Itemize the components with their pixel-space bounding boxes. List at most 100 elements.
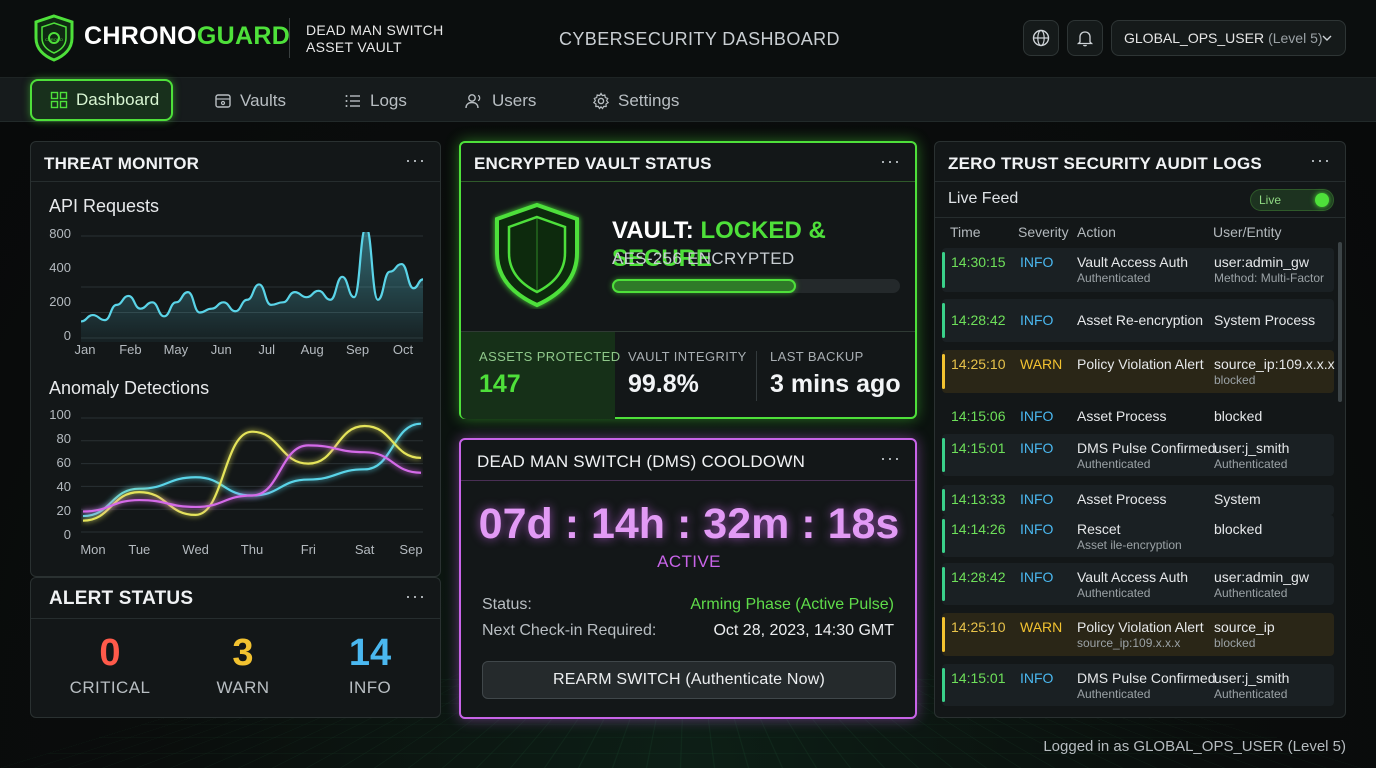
- header-divider: [289, 18, 290, 58]
- dms-checkin-label: Next Check-in Required:: [482, 622, 657, 639]
- language-button[interactable]: [1023, 20, 1059, 56]
- globe-icon: [1032, 29, 1050, 47]
- log-action-detail: Authenticated: [1077, 586, 1151, 600]
- stat-backup: LAST BACKUP 3 mins ago: [770, 349, 901, 435]
- col-action[interactable]: Action: [1077, 224, 1116, 240]
- live-toggle-label: Live: [1259, 193, 1282, 207]
- vault-status-title: ENCRYPTED VAULT STATUS: [474, 154, 712, 173]
- log-time: 14:25:10: [951, 619, 1006, 635]
- log-user: user:admin_gw: [1214, 254, 1309, 270]
- log-row-severity-bar: [942, 617, 945, 652]
- anomaly-ytick-100: 100: [49, 407, 71, 422]
- nav-logs[interactable]: Logs: [344, 83, 407, 119]
- log-time: 14:15:01: [951, 440, 1006, 456]
- audit-logs-title: ZERO TRUST SECURITY AUDIT LOGS: [948, 154, 1262, 173]
- vault-status-prefix: VAULT:: [612, 217, 701, 244]
- log-action-detail: Authenticated: [1077, 457, 1151, 471]
- vault-progress-track: [612, 279, 900, 293]
- log-time: 14:15:06: [951, 408, 1006, 424]
- nav-dashboard[interactable]: Dashboard: [30, 79, 174, 121]
- log-row[interactable]: 14:15:01 INFO DMS Pulse Confirmed user:j_sm…: [942, 434, 1334, 476]
- dms-menu-button[interactable]: ···: [880, 448, 901, 468]
- dms-status-value: Arming Phase (Active Pulse): [690, 596, 894, 613]
- nav-vaults[interactable]: Vaults: [214, 83, 286, 119]
- warn-count: 3: [232, 632, 254, 674]
- log-severity: INFO: [1020, 312, 1054, 328]
- log-row[interactable]: 14:30:15 INFO Vault Access Auth user:admin_…: [942, 248, 1334, 292]
- log-row[interactable]: 14:15:06 INFO Asset Process blocked: [942, 404, 1334, 430]
- log-row[interactable]: 14:25:10 WARN Policy Violation Alert source…: [942, 350, 1335, 393]
- critical-count: 0: [99, 632, 121, 674]
- stat-assets: ASSETS PROTECTED 147: [479, 349, 620, 435]
- assets-highlight: [461, 332, 615, 419]
- api-area-fill: [81, 232, 423, 342]
- log-time: 14:15:01: [951, 670, 1006, 686]
- log-user: user:j_smith: [1214, 670, 1290, 686]
- dms-state: ACTIVE: [657, 552, 721, 571]
- log-time: 14:28:42: [951, 569, 1006, 585]
- nav-users[interactable]: Users: [464, 83, 536, 119]
- log-row-severity-bar: [942, 252, 945, 288]
- log-action: Policy Violation Alert: [1077, 619, 1204, 635]
- threat-monitor-menu-button[interactable]: ···: [405, 150, 426, 170]
- shield-logo-icon: CHRONO: [34, 14, 74, 62]
- anomaly-detections-chart: [81, 417, 423, 533]
- audit-menu-button[interactable]: ···: [1310, 150, 1331, 170]
- anomaly-xtick: Tue: [128, 542, 151, 557]
- log-row[interactable]: 14:13:33 INFO Asset Process System: [942, 485, 1334, 515]
- log-row[interactable]: 14:25:10 WARN Policy Violation Alert source…: [942, 613, 1334, 656]
- col-user[interactable]: User/Entity: [1213, 224, 1282, 240]
- nav-settings[interactable]: Settings: [592, 83, 679, 119]
- log-user-detail: blocked: [1214, 373, 1256, 387]
- log-user-detail: Method: Multi-Factor: [1214, 271, 1325, 285]
- alert-status-menu-button[interactable]: ···: [405, 586, 426, 606]
- log-time: 14:30:15: [951, 254, 1006, 270]
- stat-backup-value: 3 mins ago: [770, 370, 901, 398]
- live-toggle[interactable]: Live: [1250, 189, 1334, 211]
- vault-icon: [215, 94, 231, 108]
- log-severity: INFO: [1020, 670, 1054, 686]
- anomaly-ytick-0: 0: [63, 527, 71, 542]
- log-action: Policy Violation Alert: [1077, 356, 1204, 372]
- log-action: Asset Process: [1077, 491, 1167, 507]
- audit-logs-panel: ZERO TRUST SECURITY AUDIT LOGS ··· Live …: [934, 141, 1346, 718]
- anomaly-xtick: Thu: [240, 542, 264, 557]
- stat-assets-value: 147: [479, 370, 521, 398]
- notifications-button[interactable]: [1067, 20, 1103, 56]
- log-row[interactable]: 14:15:01 INFO DMS Pulse Confirmed user:j_sm…: [942, 664, 1334, 706]
- anomaly-ytick-20: 20: [56, 503, 71, 518]
- log-action: Vault Access Auth: [1077, 569, 1189, 585]
- log-row[interactable]: 14:28:42 INFO Vault Access Auth user:admin_…: [942, 563, 1334, 605]
- col-severity[interactable]: Severity: [1018, 224, 1069, 240]
- anomaly-chart-title: Anomaly Detections: [49, 378, 210, 398]
- rearm-switch-button[interactable]: REARM SWITCH (Authenticate Now): [482, 661, 896, 699]
- log-severity: INFO: [1020, 254, 1054, 270]
- col-time[interactable]: Time: [950, 224, 981, 240]
- stat-backup-label: LAST BACKUP: [770, 349, 864, 364]
- vault-progress-fill: [612, 279, 797, 293]
- nav-logs-label: Logs: [370, 91, 407, 110]
- subtitle-line1: DEAD MAN SWITCH: [306, 22, 444, 38]
- stat-integrity-value: 99.8%: [628, 370, 699, 398]
- anomaly-series-line-0: [82, 422, 422, 518]
- user-menu-button[interactable]: GLOBAL_OPS_USER (Level 5): [1111, 20, 1346, 56]
- api-xtick: Jul: [258, 342, 276, 357]
- log-row[interactable]: 14:14:26 INFO Rescet blocked Asset ile-encry…: [942, 515, 1334, 557]
- log-severity: INFO: [1020, 440, 1054, 456]
- log-user: System: [1214, 491, 1261, 507]
- logo-text: CHRONO: [45, 37, 63, 42]
- log-time: 14:14:26: [951, 521, 1006, 537]
- dms-status-label: Status:: [482, 596, 532, 613]
- log-scrollbar[interactable]: [1338, 242, 1342, 402]
- dms-countdown: 07d : 14h : 32m : 18s: [478, 500, 900, 548]
- log-user: source_ip: [1214, 619, 1275, 635]
- vault-status-panel: ENCRYPTED VAULT STATUS ··· VAULT: LOCKED…: [459, 141, 917, 419]
- vault-menu-button[interactable]: ···: [880, 151, 901, 171]
- log-action: Asset Process: [1077, 408, 1167, 424]
- log-user-detail: Authenticated: [1214, 586, 1288, 600]
- shield-lock-icon: [495, 202, 579, 308]
- api-xtick: Jun: [210, 342, 232, 357]
- log-action: Rescet: [1077, 521, 1121, 537]
- log-row[interactable]: 14:28:42 INFO Asset Re-encryption System Pr…: [942, 299, 1334, 342]
- info-label: INFO: [348, 678, 392, 697]
